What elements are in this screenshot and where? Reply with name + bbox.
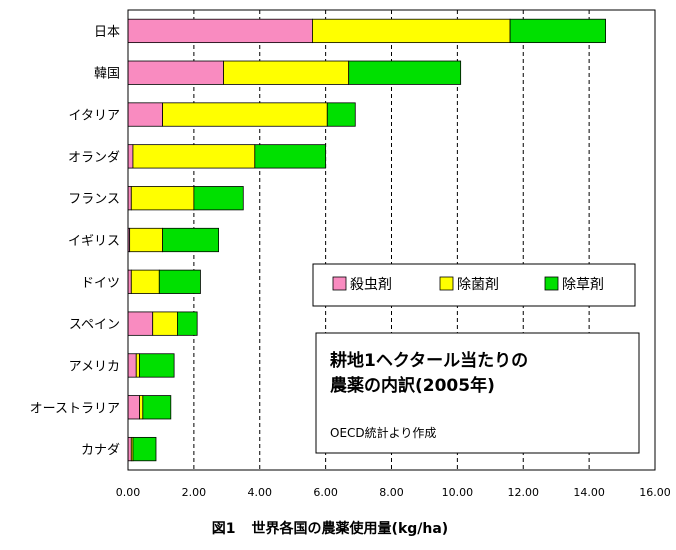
bar-segment [127,353,137,378]
category-label: カナダ [81,443,120,458]
annotation-source: OECD統計より作成 [330,425,436,440]
bar-segment [223,60,350,85]
bar-segment [127,18,313,44]
bar-segment [348,60,462,85]
bar-segment [132,144,256,169]
bar-segment [129,227,163,253]
bar-segment [162,102,328,127]
annotation-line2: 農薬の内訳(2005年) [330,375,495,396]
x-tick-label: 2.00 [182,486,207,499]
bar-segment [127,144,134,169]
bar-segment [127,60,224,85]
category-label: オーストラリア [30,401,120,416]
x-tick-labels: 0.00 2.00 4.00 6.00 8.00 10.00 12.00 14.00 16.00 [116,486,671,499]
category-label: 韓国 [94,67,120,82]
legend-swatch-herbicide [544,276,559,291]
figure-number: 図1 [211,521,236,537]
legend-box [312,263,636,307]
category-label: フランス [68,192,120,207]
category-label: イギリス [68,234,120,249]
annotation-line1: 耕地1ヘクタール当たりの [330,350,528,371]
category-label: スペイン [69,318,120,333]
x-tick-label: 16.00 [639,486,671,499]
legend-label-herbicide: 除草剤 [562,277,604,293]
category-label: オランダ [68,150,120,165]
category-label: アメリカ [69,359,120,374]
bar-layer [127,18,606,462]
bar-segment [139,395,144,420]
x-tick-label: 0.00 [116,486,141,499]
bar-segment [132,436,157,462]
stacked-bar-chart: 日本韓国イタリアオランダフランスイギリスドイツスペインアメリカオーストラリアカナ… [30,9,671,499]
category-label: イタリア [69,109,120,124]
bar-segment [177,311,198,336]
legend: 殺虫剤 除菌剤 除草剤 [312,263,636,307]
bar-segment [127,102,163,127]
figure-caption: 図1 世界各国の農薬使用量(kg/ha) [0,518,676,538]
category-labels: 日本韓国イタリアオランダフランスイギリスドイツスペインアメリカオーストラリアカナ… [30,25,120,458]
x-tick-label: 10.00 [442,486,474,499]
bar-segment [312,18,511,44]
plot-frame [127,9,656,471]
legend-label-fungicide: 除菌剤 [457,277,499,293]
x-tick-label: 12.00 [508,486,540,499]
annotation-box: 耕地1ヘクタール当たりの 農薬の内訳(2005年) OECD統計より作成 [315,332,640,454]
bar-segment [127,395,140,420]
bar-segment [127,311,154,336]
bar-segment [158,269,201,294]
bar-segment [193,186,244,211]
x-tick-label: 14.00 [573,486,605,499]
x-tick-label: 4.00 [248,486,273,499]
bar-segment [142,395,172,420]
legend-swatch-insecticide [332,276,347,291]
bar-segment [130,269,160,294]
bar-segment [509,18,606,44]
category-label: ドイツ [81,276,120,291]
figure-title: 世界各国の農薬使用量(kg/ha) [251,521,449,537]
bar-segment [254,144,327,169]
bar-segment [152,311,178,336]
bar-segment [326,102,356,127]
x-tick-label: 6.00 [313,486,338,499]
bar-segment [130,186,195,211]
legend-label-insecticide: 殺虫剤 [350,277,392,293]
x-tick-label: 8.00 [379,486,404,499]
bar-segment [135,353,140,378]
category-label: 日本 [94,25,120,40]
bar-segment [162,227,219,253]
legend-swatch-fungicide [439,276,454,291]
bar-segment [139,353,175,378]
annotation-frame [315,332,640,454]
